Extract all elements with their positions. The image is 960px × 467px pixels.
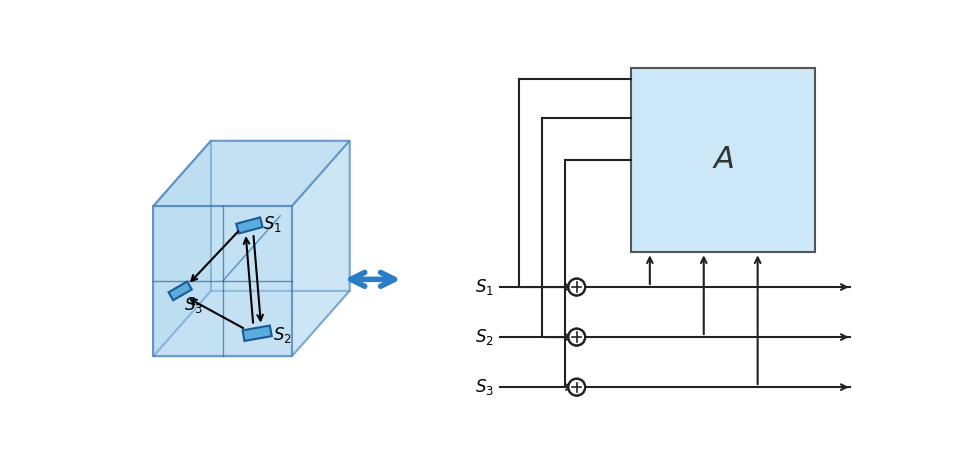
Polygon shape [154,291,349,356]
Polygon shape [169,282,192,300]
Text: $S_3$: $S_3$ [474,377,493,397]
Circle shape [568,329,586,346]
Text: $S_2$: $S_2$ [273,325,291,345]
Polygon shape [154,141,211,356]
Text: $S_1$: $S_1$ [263,214,282,234]
Bar [631,68,815,252]
Circle shape [568,279,586,296]
Text: $S_3$: $S_3$ [184,295,203,315]
Polygon shape [154,206,292,356]
Polygon shape [154,141,349,206]
Polygon shape [236,218,263,234]
Polygon shape [211,141,349,291]
Polygon shape [243,325,272,341]
Text: $A$: $A$ [711,146,734,175]
Text: $S_2$: $S_2$ [475,327,493,347]
Text: $S_1$: $S_1$ [474,277,493,297]
Circle shape [568,379,586,396]
Polygon shape [292,141,349,356]
